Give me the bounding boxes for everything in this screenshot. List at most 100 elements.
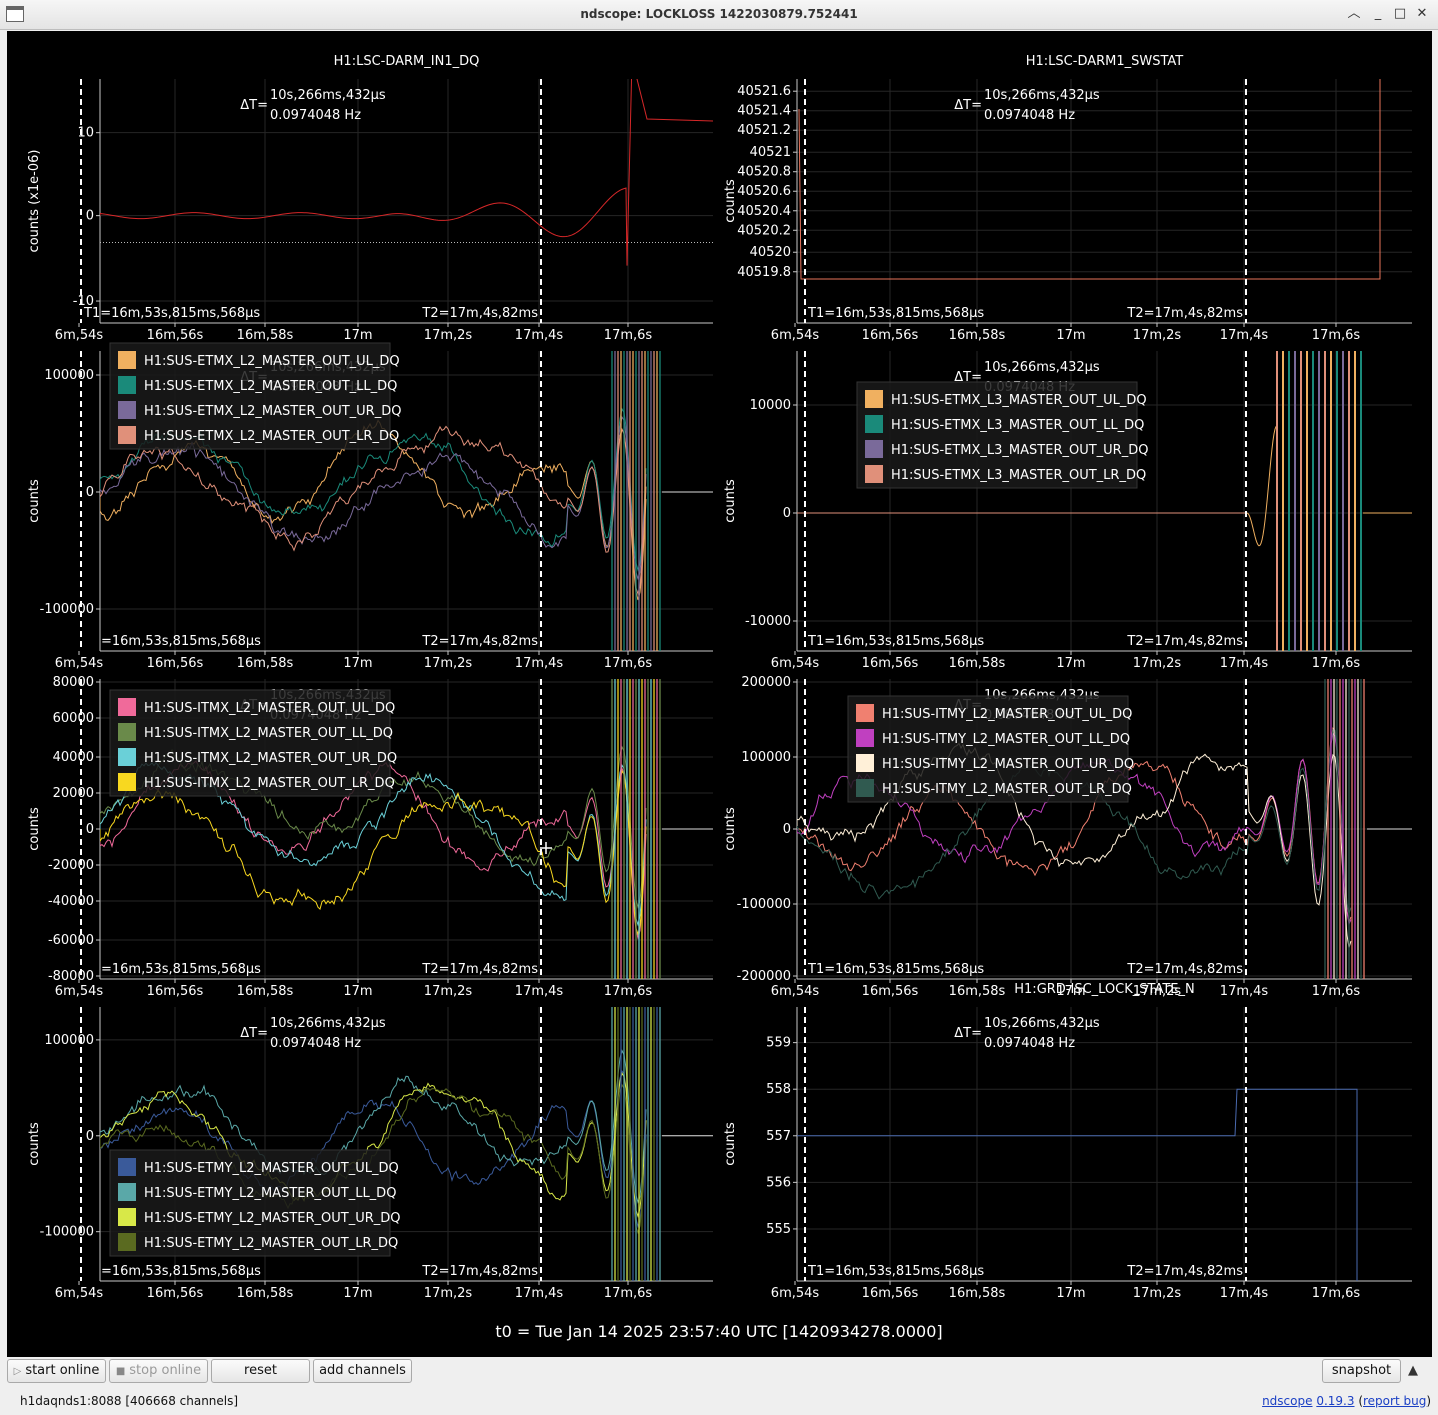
legend-entry: H1:SUS-ETMX_L2_MASTER_OUT_LR_DQ: [144, 429, 399, 444]
x-tick-label: 6m,54s: [55, 328, 104, 343]
ndscope-link[interactable]: ndscope: [1262, 1394, 1313, 1408]
y-tick-label: 555: [766, 1222, 791, 1237]
x-tick-label: 17m: [1056, 328, 1085, 343]
y-tick-label: -200000: [737, 969, 791, 984]
y-tick-label: -10: [73, 294, 94, 309]
version-link[interactable]: 0.19.3: [1316, 1394, 1355, 1408]
y-tick-label: 0: [86, 209, 94, 224]
y-tick-label: -10000: [745, 614, 791, 629]
x-tick-label: 17m: [343, 984, 372, 999]
start-online-button[interactable]: ▷ start online: [7, 1359, 106, 1383]
y-tick-label: 0: [86, 822, 94, 837]
legend-swatch: [865, 415, 883, 433]
plot-title: H1:LSC-DARM_IN1_DQ: [334, 54, 480, 69]
t2-label: T2=17m,4s,82ms: [1126, 634, 1243, 649]
x-tick-label: 17m,2s: [1133, 1286, 1182, 1301]
y-tick-label: 40000: [53, 750, 94, 765]
minimize-icon[interactable]: _: [1374, 6, 1382, 21]
delta-t-label: ΔT=: [240, 1026, 268, 1041]
x-tick-label: 16m,56s: [147, 328, 204, 343]
y-tick-label: 10000: [750, 398, 791, 413]
y-axis-label: counts: [27, 807, 42, 851]
x-tick-label: 17m,6s: [1312, 656, 1361, 671]
add-channels-button[interactable]: add channels: [313, 1359, 412, 1383]
y-axis-label: counts (x1e-06): [27, 150, 42, 253]
t1-label: =16m,53s,815ms,568µs: [101, 1264, 261, 1279]
x-tick-label: 17m,4s: [1220, 984, 1269, 999]
stop-online-button[interactable]: ■ stop online: [109, 1359, 208, 1383]
legend-entry: H1:SUS-ITMY_L2_MASTER_OUT_UR_DQ: [882, 757, 1134, 772]
snapshot-button[interactable]: snapshot: [1322, 1359, 1401, 1383]
plot-grid[interactable]: 10 0 -10 6m,54s 16m,56s 16m,58s 17m 17m,2s 17m,4…: [7, 31, 1432, 1357]
traces: [797, 679, 1412, 979]
legend-swatch: [118, 698, 136, 716]
legend-entry: H1:SUS-ETMX_L2_MASTER_OUT_LL_DQ: [144, 379, 397, 394]
traces: [797, 351, 1412, 651]
y-axis-label: counts: [27, 1122, 42, 1166]
x-tick-label: 17m,2s: [1133, 328, 1182, 343]
legend-swatch: [118, 426, 136, 444]
y-tick-label: 40520.8: [737, 165, 791, 180]
data-trace: [797, 726, 1352, 924]
legend-swatch: [118, 351, 136, 369]
traces: [100, 79, 713, 266]
y-axis-label: counts: [723, 179, 738, 223]
delta-t-label: ΔT=: [954, 98, 982, 113]
legend-entry: H1:SUS-ETMX_L3_MASTER_OUT_UL_DQ: [891, 393, 1147, 408]
scope-area[interactable]: 10 0 -10 6m,54s 16m,56s 16m,58s 17m 17m,2s 17m,4…: [7, 31, 1432, 1357]
plot-panel: 80000 60000 40000 20000 0 -20000 -40000 -60000 -…: [27, 675, 713, 999]
y-tick-label: 100000: [44, 368, 94, 383]
legend-entry: H1:SUS-ITMX_L2_MASTER_OUT_UL_DQ: [144, 701, 395, 716]
expand-up-icon[interactable]: ▲: [1408, 1363, 1418, 1378]
y-tick-label: 557: [766, 1129, 791, 1144]
close-icon[interactable]: ✕: [1416, 6, 1428, 21]
x-tick-label: 16m,56s: [862, 328, 919, 343]
x-tick-label: 17m,2s: [1133, 656, 1182, 671]
report-bug-link[interactable]: report bug: [1363, 1394, 1427, 1408]
y-tick-label: -100000: [40, 602, 94, 617]
x-tick-label: 16m,58s: [237, 656, 294, 671]
chevron-up-icon[interactable]: ︿: [1347, 6, 1361, 21]
x-tick-label: 16m,56s: [147, 656, 204, 671]
delta-t-value: 10s,266ms,432µs: [270, 1016, 386, 1031]
t1-label: =16m,53s,815ms,568µs: [101, 634, 261, 649]
y-tick-label: 60000: [53, 711, 94, 726]
legend-entry: H1:SUS-ITMY_L2_MASTER_OUT_LL_DQ: [882, 732, 1130, 747]
plot-panel: 559 558 557 556 555 6m,54s 16m,56s 16m,58s 17m 17…: [723, 982, 1412, 1301]
t1-label: T1=16m,53s,815ms,568µs: [807, 306, 984, 321]
status-bar: h1daqnds1:8088 [406668 channels] ndscope…: [0, 1389, 1438, 1415]
x-tick-label: 17m,6s: [604, 984, 653, 999]
legend-entry: H1:SUS-ITMY_L2_MASTER_OUT_LR_DQ: [882, 782, 1132, 797]
y-tick-label: 80000: [53, 675, 94, 690]
y-tick-label: 40520: [750, 245, 791, 260]
legend-entry: H1:SUS-ETMX_L3_MASTER_OUT_LR_DQ: [891, 468, 1146, 483]
y-tick-label: -20000: [48, 858, 94, 873]
x-tick-label: 17m: [343, 656, 372, 671]
reset-button[interactable]: reset: [211, 1359, 310, 1383]
y-tick-label: -40000: [48, 894, 94, 909]
data-trace: [798, 79, 1381, 280]
maximize-icon[interactable]: □: [1393, 6, 1407, 21]
y-tick-label: 559: [766, 1036, 791, 1051]
x-tick-label: 16m,56s: [147, 1286, 204, 1301]
frequency-label: 0.0974048 Hz: [984, 1036, 1075, 1051]
legend-box: [109, 342, 391, 450]
window-titlebar: ndscope: LOCKLOSS 1422030879.752441 ︿ _ …: [0, 0, 1438, 30]
plot-panel: 100000 0 -100000 6m,54s 16m,56s 16m,58s 17m 17m…: [27, 1007, 713, 1301]
y-tick-label: 40521: [750, 145, 791, 160]
y-axis-label: counts: [723, 1122, 738, 1166]
server-status: h1daqnds1:8088 [406668 channels]: [20, 1394, 239, 1408]
x-tick-label: 17m,2s: [424, 1286, 473, 1301]
legend-swatch: [856, 704, 874, 722]
t1-label: T1=16m,53s,815ms,568µs: [807, 962, 984, 977]
x-tick-label: 16m,56s: [862, 656, 919, 671]
t2-label: T2=17m,4s,82ms: [421, 306, 538, 321]
t0-label: t0 = Tue Jan 14 2025 23:57:40 UTC [14209…: [495, 1322, 942, 1341]
x-tick-label: 16m,56s: [862, 1286, 919, 1301]
legend-swatch: [118, 376, 136, 394]
legend-box: [109, 689, 391, 797]
y-tick-label: 100000: [741, 750, 791, 765]
delta-t-value: 10s,266ms,432µs: [984, 1016, 1100, 1031]
data-trace: [1246, 426, 1278, 547]
x-tick-label: 17m,4s: [515, 984, 564, 999]
